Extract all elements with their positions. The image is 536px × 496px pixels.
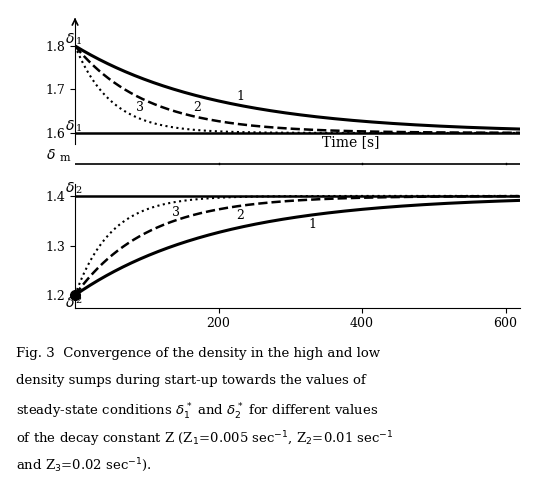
Text: 3: 3 <box>136 101 144 114</box>
Text: $\delta$: $\delta$ <box>65 182 75 195</box>
Text: $\delta$: $\delta$ <box>65 119 75 132</box>
Text: 3: 3 <box>172 206 180 219</box>
Text: density sumps during start-up towards the values of: density sumps during start-up towards th… <box>16 374 366 387</box>
Text: 2: 2 <box>76 296 82 305</box>
Text: 2: 2 <box>76 186 82 195</box>
Text: of the decay constant Z (Z$_1$=0.005 sec$^{-1}$, Z$_2$=0.01 sec$^{-1}$: of the decay constant Z (Z$_1$=0.005 sec… <box>16 429 394 449</box>
Text: $\delta$: $\delta$ <box>46 148 55 162</box>
Text: 1: 1 <box>308 218 316 232</box>
Text: m: m <box>60 153 71 163</box>
Text: 2: 2 <box>193 101 202 114</box>
Text: 2: 2 <box>236 209 244 222</box>
Text: 1: 1 <box>76 124 82 132</box>
Text: $\delta$: $\delta$ <box>65 32 75 46</box>
Text: $\delta$: $\delta$ <box>65 296 75 310</box>
Text: and Z$_3$=0.02 sec$^{-1}$).: and Z$_3$=0.02 sec$^{-1}$). <box>16 456 152 474</box>
Text: steady-state conditions $\delta_1^*$ and $\delta_2^*$ for different values: steady-state conditions $\delta_1^*$ and… <box>16 402 378 422</box>
Text: Time [s]: Time [s] <box>322 135 379 149</box>
Text: 1: 1 <box>76 37 82 46</box>
Text: 1: 1 <box>236 90 244 103</box>
Text: Fig. 3  Convergence of the density in the high and low: Fig. 3 Convergence of the density in the… <box>16 347 380 360</box>
